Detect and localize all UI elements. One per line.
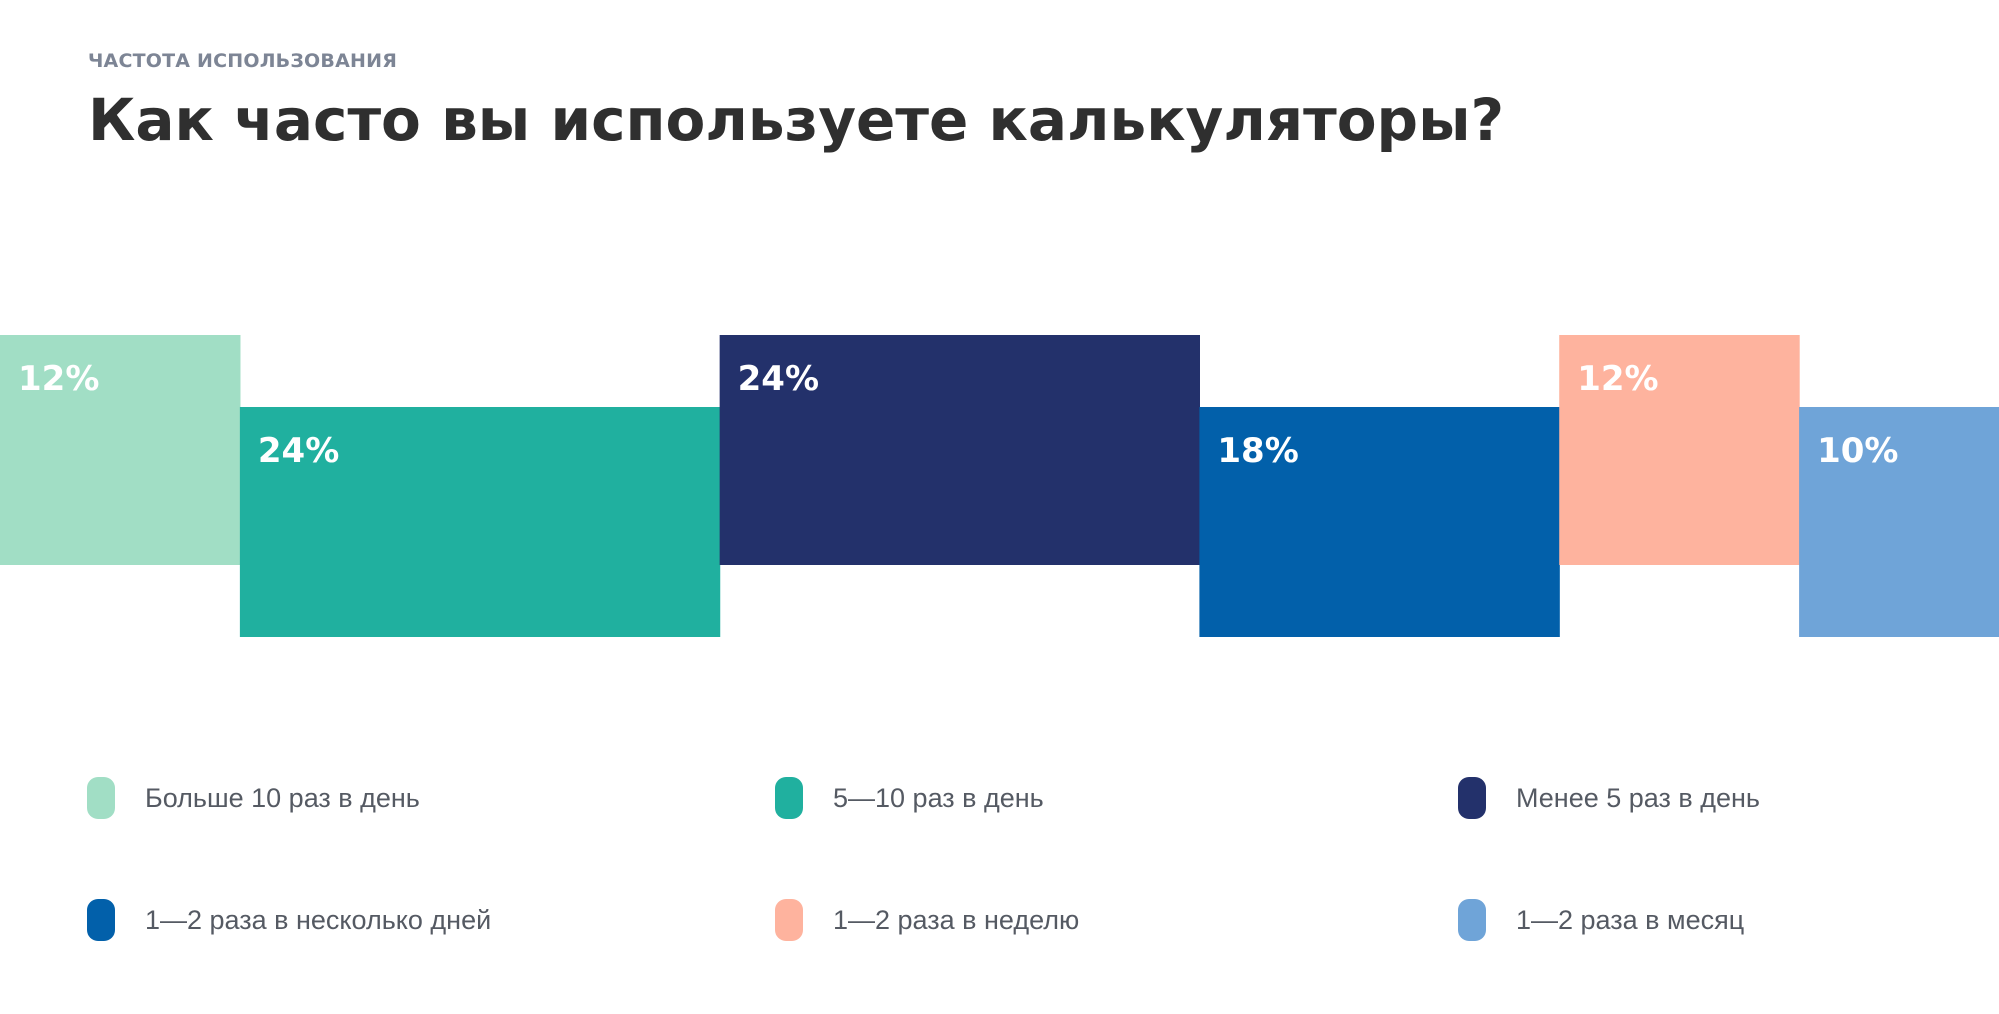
bar-4 [1199, 407, 1560, 637]
chart-eyebrow: ЧАСТОТА ИСПОЛЬЗОВАНИЯ [88, 50, 398, 72]
bar-label-1: 12% [18, 359, 99, 399]
bar-3 [719, 335, 1200, 565]
bar-label-5: 12% [1577, 359, 1658, 399]
bar-label-2: 24% [258, 431, 339, 471]
bar-label-3: 24% [738, 359, 819, 399]
bar-5 [1559, 335, 1800, 565]
bar-6 [1799, 407, 1999, 637]
bar-2 [239, 407, 721, 637]
chart-title: Как часто вы используете калькуляторы? [88, 86, 1505, 154]
bar-label-6: 10% [1817, 431, 1898, 471]
bar-label-4: 18% [1217, 431, 1298, 471]
bar-1 [0, 335, 241, 565]
